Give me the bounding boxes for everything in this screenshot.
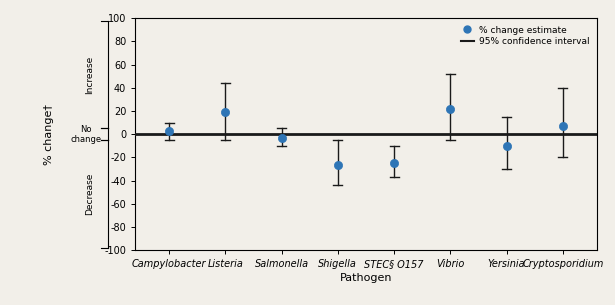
Legend: % change estimate, 95% confidence interval: % change estimate, 95% confidence interv… <box>458 23 592 49</box>
Text: No
change: No change <box>71 124 101 144</box>
Text: Decrease: Decrease <box>85 173 93 215</box>
Text: % change†: % change† <box>44 104 54 165</box>
Point <box>277 135 287 140</box>
Point <box>502 143 512 148</box>
Point <box>445 106 455 111</box>
X-axis label: Pathogen: Pathogen <box>339 273 392 283</box>
Point <box>220 110 230 115</box>
Point <box>389 161 399 166</box>
Point <box>333 163 343 168</box>
Point <box>164 128 174 133</box>
Text: Increase: Increase <box>85 56 93 94</box>
Point <box>558 124 568 128</box>
